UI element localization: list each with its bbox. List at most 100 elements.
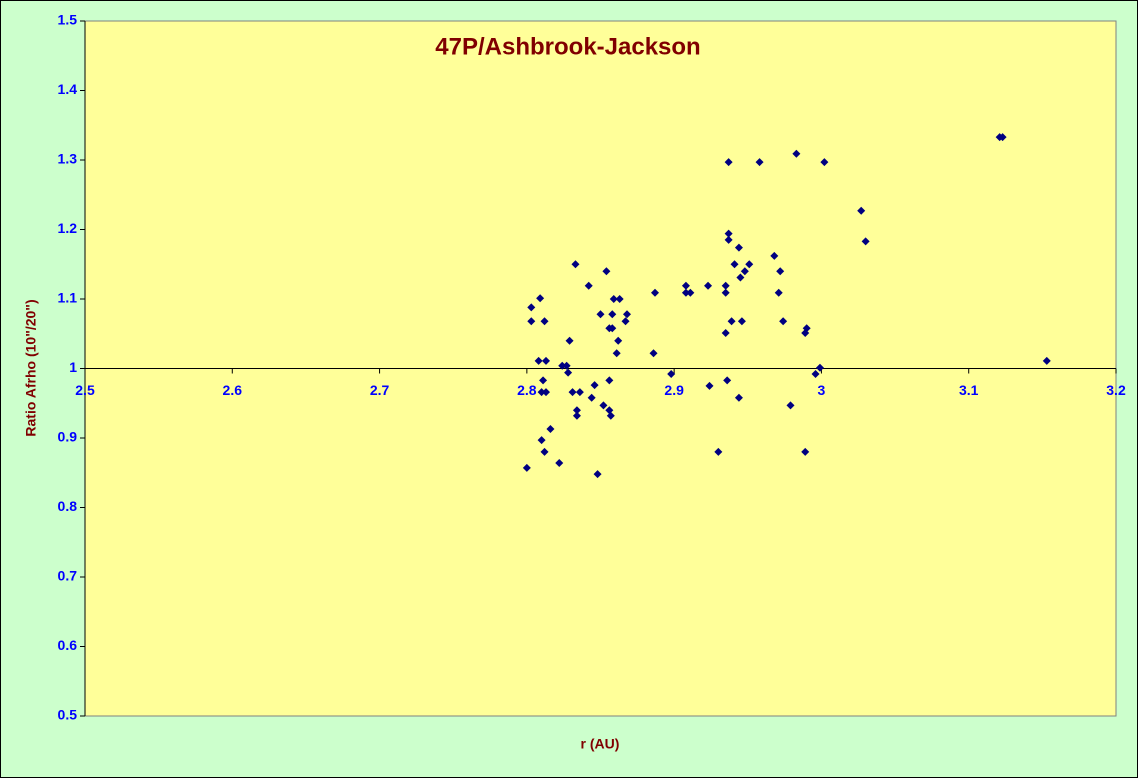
point [774,288,783,297]
point [667,370,676,379]
point [542,356,551,365]
point [605,376,614,385]
x-tick-label: 2.8 [517,382,537,398]
y-tick-label: 1.4 [58,81,78,97]
point [721,288,730,297]
point [540,447,549,456]
x-tick-label: 3.2 [1106,382,1126,398]
point [615,295,624,303]
chart-title: 47P/Ashbrook-Jackson [435,33,700,60]
point [776,267,785,276]
point [584,281,593,290]
x-axis-title: r (AU) [581,736,620,752]
point [593,470,602,479]
point [1042,356,1051,365]
point [737,317,746,326]
point [546,424,555,433]
y-tick-label: 1.3 [58,151,78,167]
point [686,288,695,297]
y-tick-label: 1.1 [58,290,78,306]
x-tick-label: 3 [818,382,826,398]
point [721,329,730,338]
point [602,267,611,276]
point [537,436,546,445]
point [527,303,536,312]
point [608,324,617,333]
y-tick-label: 0.9 [58,429,78,445]
point [558,361,567,370]
point [857,206,866,215]
y-tick-label: 0.6 [58,637,78,653]
point [802,324,811,333]
point [542,388,551,397]
point [998,133,1007,142]
point [721,281,730,290]
y-tick-label: 0.5 [58,707,78,723]
point [801,447,810,456]
point [571,260,580,269]
y-tick-label: 0.7 [58,568,78,584]
point [536,294,545,303]
point [575,388,584,397]
point [539,376,548,385]
point [779,317,788,326]
point [614,336,623,345]
point [649,349,658,358]
point [820,158,829,167]
y-tick-label: 0.8 [58,498,78,514]
point [727,317,736,326]
point [861,237,870,246]
point [608,310,617,319]
point [755,158,764,167]
y-tick-label: 1 [69,359,77,375]
point [714,447,723,456]
point [565,336,574,345]
point [590,381,599,390]
point [786,401,795,410]
point [572,406,581,415]
point [540,317,549,326]
x-tick-label: 3.1 [959,382,979,398]
point [534,356,543,365]
point [723,376,732,385]
point [562,361,571,370]
point [724,158,733,167]
point [734,243,743,252]
point [527,317,536,326]
point [681,281,690,290]
point [815,363,824,372]
y-tick-label: 1.5 [58,12,78,28]
point [740,267,749,276]
y-tick-label: 1.2 [58,220,78,236]
point [572,411,581,420]
point [609,295,618,303]
point [568,388,577,397]
point [621,317,630,326]
point [599,401,608,410]
x-tick-label: 2.9 [664,382,684,398]
point [792,149,801,158]
point [724,229,733,238]
point [736,273,745,282]
x-tick-label: 2.6 [223,382,243,398]
point [745,260,754,269]
point [596,310,605,319]
point [612,349,621,358]
x-tick-label: 2.7 [370,382,390,398]
point [704,281,713,290]
point [606,411,615,420]
point [537,388,546,397]
x-tick-label: 2.5 [75,382,95,398]
point [587,393,596,402]
point [705,381,714,390]
point [555,459,564,468]
point [522,463,531,472]
y-axis-title: Ratio Afrho (10"/20") [23,299,39,436]
point [724,235,733,244]
point [770,251,779,260]
point [811,370,820,379]
point [623,310,632,319]
point [650,288,659,297]
